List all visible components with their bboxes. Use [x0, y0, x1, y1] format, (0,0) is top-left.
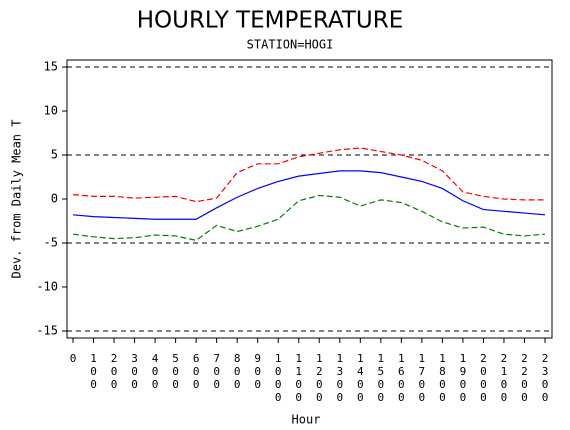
x-tick-label: 0	[69, 352, 77, 365]
x-tick-label: 300	[131, 352, 138, 391]
y-axis-label: Dev. from Daily Mean T	[10, 120, 24, 279]
series-line	[72, 170, 546, 220]
x-tick-label: 1900	[459, 352, 467, 404]
x-tick-label: 1600	[398, 352, 405, 404]
y-tick-label: 10	[44, 104, 58, 118]
x-tick-label: 2000	[480, 352, 487, 404]
x-tick-label: 1500	[377, 352, 385, 404]
x-tick-label: 1400	[356, 352, 364, 404]
x-tick-label: 1100	[295, 352, 303, 404]
y-tick-label: -5	[44, 235, 58, 249]
x-tick-label: 1800	[439, 352, 446, 404]
x-tick-label: 1700	[418, 352, 426, 404]
x-tick-label: 700	[213, 352, 220, 391]
series-line	[72, 194, 546, 241]
x-axis-label: Hour	[292, 413, 321, 427]
x-tick-label: 400	[151, 352, 159, 391]
y-tick-label: -15	[36, 323, 58, 337]
chart-subtitle: STATION=HOGI	[247, 38, 334, 52]
series-line	[72, 147, 545, 203]
x-tick-label: 800	[233, 352, 241, 391]
y-tick-label: 15	[44, 60, 58, 74]
x-tick-label: 2100	[500, 352, 508, 404]
x-tick-label: 1200	[315, 352, 323, 404]
x-tick-label: 1000	[274, 352, 282, 404]
x-tick-label: 900	[254, 352, 261, 391]
x-tick-label: 2200	[521, 352, 528, 404]
plot-frame	[66, 59, 553, 339]
x-tick-label: 1300	[336, 352, 344, 404]
y-tick-label: -10	[36, 279, 58, 293]
x-tick-label: 600	[192, 352, 200, 391]
x-tick-label: 100	[90, 352, 97, 391]
y-tick-label: 0	[51, 192, 58, 206]
x-tick-label: 2300	[541, 352, 549, 404]
x-tick-label: 500	[172, 352, 179, 391]
chart-title: HOURLY TEMPERATURE	[137, 8, 404, 34]
x-tick-label: 200	[110, 352, 118, 391]
y-tick-label: 5	[51, 148, 58, 162]
